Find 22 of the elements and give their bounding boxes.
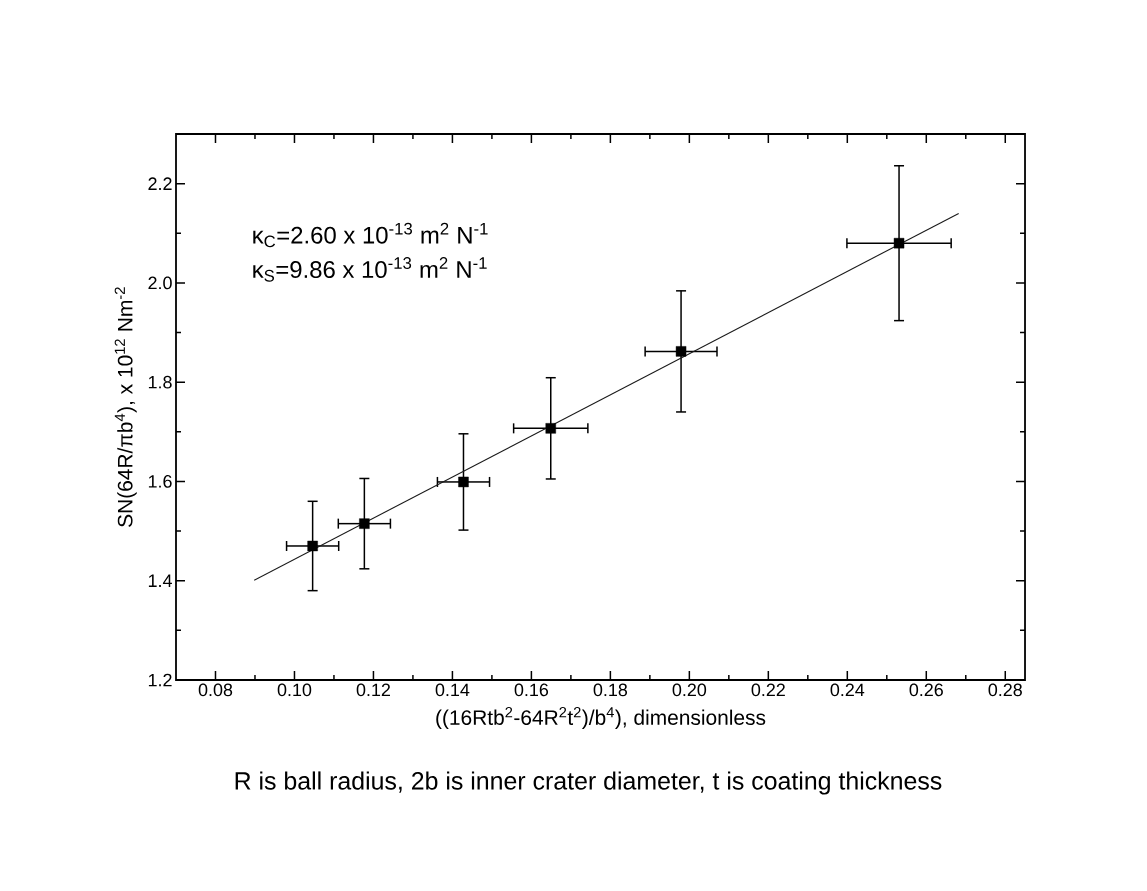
annotation: κ$_{C}$=2.60 x 10$^{-13}$ m$^{2}$ N$^{-1}$ — [253, 222, 488, 248]
y-tick-label: 1.4 — [148, 574, 172, 587]
y-tick-label: 1.8 — [148, 375, 172, 389]
y-tick-label: 2.2 — [148, 177, 172, 190]
x-tick-label: 0.12 — [356, 683, 390, 697]
y-tick-label: 2.0 — [148, 276, 172, 290]
x-tick-label: 0.14 — [435, 683, 470, 697]
x-tick-label: 0.20 — [672, 683, 707, 697]
annotation: κ$_{S}$=9.86 x 10$^{-13}$ m$^{2}$ N$^{-1}$ — [253, 257, 487, 282]
x-tick-label: 0.26 — [909, 683, 943, 697]
x-tick-label: 0.28 — [988, 683, 1022, 697]
x-tick-label: 0.24 — [830, 683, 865, 697]
text: ((16Rtb$^{2}$-64R$^{2}$t$^{2}$)/b$^{4}$), dimensionless — [436, 707, 766, 730]
y-axis-title: SN(64R/πb$^{4}$), x 10$^{12}$ Nm$^{-2}$ — [114, 287, 137, 527]
y-tick-label: 1.6 — [148, 475, 172, 488]
y-tick-label: 1.2 — [148, 673, 172, 687]
x-tick-label: 0.08 — [198, 683, 233, 697]
x-tick-label: 0.16 — [514, 683, 549, 697]
x-tick-label: 0.18 — [593, 683, 628, 697]
text: R is ball radius, 2b is inner crater diameter, t is coating thickness — [235, 771, 942, 795]
x-tick-label: 0.10 — [277, 683, 312, 697]
x-tick-label: 0.22 — [751, 683, 785, 697]
